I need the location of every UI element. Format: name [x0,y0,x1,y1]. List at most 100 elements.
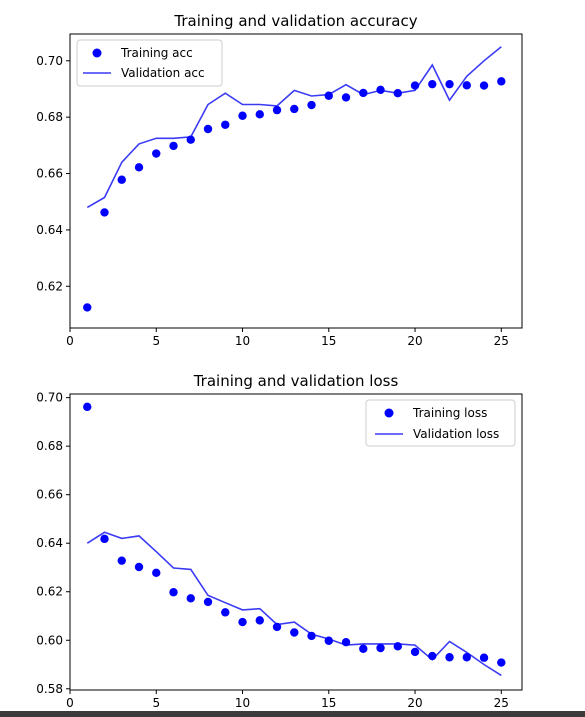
loss-training-point [462,653,471,662]
accuracy-training-point [83,303,92,312]
loss-training-point [134,562,144,572]
loss-training-point [100,534,109,544]
legend-training-acc-marker [92,48,102,58]
loss-chart: Training and validation loss 0.58 0.60 0.6… [36,372,523,710]
accuracy-training-point [117,175,126,184]
loss-training-point [290,628,299,637]
accuracy-y-tick-label: 0.64 [36,223,63,237]
accuracy-training-point [134,163,144,172]
accuracy-training-points [83,77,506,312]
accuracy-training-point [272,105,282,115]
accuracy-training-point [100,208,109,217]
legend-training-loss-marker [384,408,394,418]
loss-y-tick-label: 0.68 [36,439,63,453]
accuracy-training-point [152,149,161,158]
accuracy-training-point [479,81,489,90]
legend-training-loss-label: Training loss [412,406,487,420]
accuracy-training-point [221,120,230,129]
loss-training-point [341,638,351,647]
accuracy-chart: Training and validation accuracy 0.620.6… [36,12,523,348]
accuracy-training-point [410,81,420,90]
loss-training-point [117,556,126,565]
accuracy-y-ticks: 0.62 0.64 0.66 0.68 0.70 [36,54,70,293]
loss-training-point [169,588,178,597]
loss-x-tick-label: 5 [152,696,160,710]
accuracy-training-point [290,104,299,114]
accuracy-training-point [393,88,402,98]
loss-training-point [238,617,247,627]
loss-axes-frame [69,393,523,691]
accuracy-y-tick-label: 0.70 [36,54,63,68]
loss-x-tick-label: 25 [494,696,509,710]
loss-legend-box [365,399,516,447]
accuracy-axes-frame [69,33,523,329]
accuracy-training-point [169,141,178,151]
accuracy-legend: Training acc Validation acc [76,39,223,87]
accuracy-training-point [307,100,316,110]
loss-y-tick-label: 0.60 [36,633,63,647]
accuracy-x-ticks: 0 5 10 15 20 25 [66,328,509,348]
loss-training-point [376,643,385,653]
loss-legend: Training loss Validation loss [365,399,516,447]
accuracy-chart-title: Training and validation accuracy [173,12,417,30]
loss-chart-title: Training and validation loss [193,372,399,390]
accuracy-training-point [445,79,454,89]
loss-training-point [152,568,161,578]
accuracy-training-point [428,79,437,89]
loss-training-point [359,644,368,653]
loss-y-tick-label: 0.58 [36,682,63,696]
accuracy-x-tick-label: 20 [407,334,422,348]
accuracy-legend-box [76,39,223,87]
loss-training-point [428,651,437,661]
loss-training-point [186,594,195,603]
loss-y-tick-label: 0.62 [36,585,63,599]
loss-training-points [83,402,506,667]
loss-training-point [83,402,92,412]
loss-training-point [410,647,420,657]
loss-plot-area: 0.58 0.60 0.62 0.64 0.66 0.68 0.70 0 5 10 15 20 25 [36,391,523,710]
accuracy-training-point [255,110,264,119]
accuracy-training-point [376,85,385,95]
accuracy-x-tick-label: 0 [66,334,74,348]
loss-y-tick-label: 0.64 [36,536,63,550]
accuracy-y-tick-label: 0.62 [36,279,63,293]
loss-training-point [272,622,282,632]
accuracy-training-point [324,91,333,100]
loss-y-tick-label: 0.70 [36,391,63,405]
accuracy-y-tick-label: 0.68 [36,110,63,124]
loss-training-point [255,616,264,625]
accuracy-x-tick-label: 10 [235,334,250,348]
accuracy-training-point [462,81,471,90]
accuracy-x-tick-label: 15 [321,334,336,348]
accuracy-training-point [203,124,213,134]
loss-training-point [479,653,489,662]
accuracy-x-tick-label: 5 [152,334,160,348]
loss-training-point [307,631,316,641]
loss-training-point [221,608,230,617]
loss-training-point [393,642,402,651]
loss-training-point [497,658,506,667]
legend-training-acc-label: Training acc [120,46,193,60]
accuracy-training-point [359,88,368,98]
loss-training-point [324,636,333,645]
loss-x-tick-label: 0 [66,696,74,710]
legend-validation-acc-label: Validation acc [121,66,205,80]
accuracy-y-tick-label: 0.66 [36,167,63,181]
legend-validation-loss-label: Validation loss [413,427,499,441]
accuracy-validation-line [86,46,502,209]
accuracy-training-point [238,111,247,120]
accuracy-x-tick-label: 25 [494,334,509,348]
accuracy-training-point [341,93,351,102]
loss-y-tick-label: 0.66 [36,488,63,502]
loss-x-tick-label: 10 [235,696,250,710]
loss-training-point [445,653,454,662]
loss-x-tick-label: 20 [407,696,422,710]
loss-training-point [203,597,213,607]
bottom-rule [0,711,585,717]
accuracy-training-point [186,135,195,144]
loss-x-ticks: 0 5 10 15 20 25 [66,690,509,710]
accuracy-plot-area: 0.62 0.64 0.66 0.68 0.70 0 5 10 15 20 25 [36,33,523,348]
accuracy-training-point [497,77,506,86]
loss-y-ticks: 0.58 0.60 0.62 0.64 0.66 0.68 0.70 [36,391,70,696]
